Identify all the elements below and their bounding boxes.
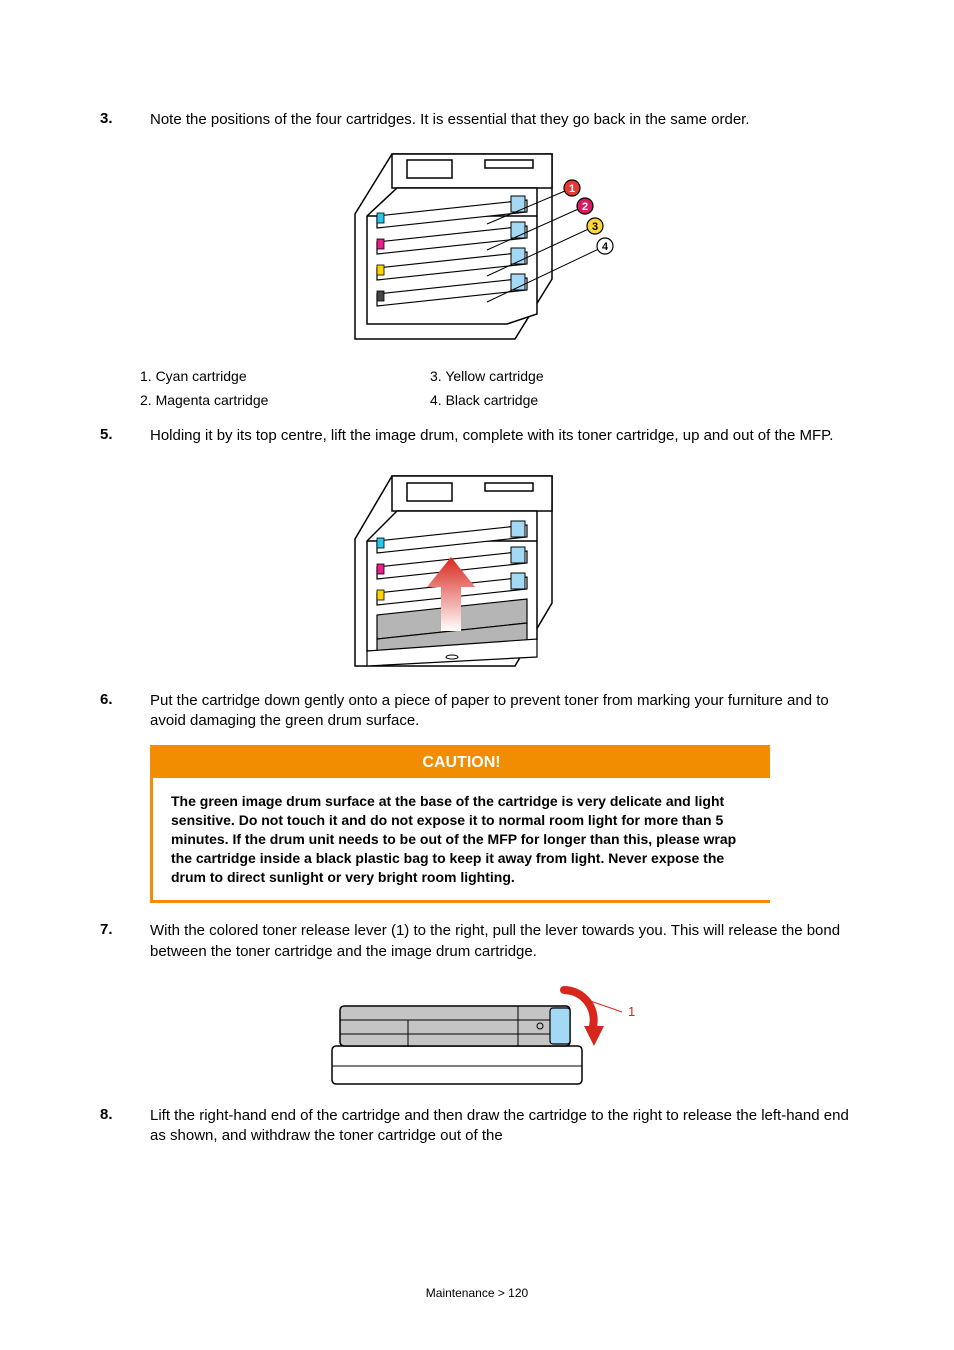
- step-text: Lift the right-hand end of the cartridge…: [150, 1106, 854, 1147]
- svg-text:2: 2: [582, 201, 588, 213]
- cartridge-legend: 1. Cyan cartridge 2. Magenta cartridge 3…: [140, 364, 854, 412]
- svg-text:1: 1: [569, 183, 575, 195]
- caution-body: The green image drum surface at the base…: [153, 778, 770, 900]
- printer-lift-drum-icon: [337, 461, 617, 681]
- step-number: 6.: [100, 691, 150, 732]
- step-7: 7. With the colored toner release lever …: [100, 921, 854, 962]
- legend-cyan: 1. Cyan cartridge: [140, 364, 430, 388]
- legend-black: 4. Black cartridge: [430, 388, 720, 412]
- step-text: Note the positions of the four cartridge…: [150, 110, 854, 130]
- step-number: 7.: [100, 921, 150, 962]
- svg-text:1: 1: [628, 1004, 635, 1019]
- step-3: 3. Note the positions of the four cartri…: [100, 110, 854, 130]
- cartridge-release-lever-icon: 1: [312, 976, 642, 1096]
- svg-text:4: 4: [602, 241, 609, 253]
- caution-title: CAUTION!: [153, 748, 770, 778]
- step-8: 8. Lift the right-hand end of the cartri…: [100, 1106, 854, 1147]
- legend-magenta: 2. Magenta cartridge: [140, 388, 430, 412]
- step-text: With the colored toner release lever (1)…: [150, 921, 854, 962]
- step-text: Holding it by its top centre, lift the i…: [150, 426, 854, 446]
- step-number: 3.: [100, 110, 150, 130]
- step-6: 6. Put the cartridge down gently onto a …: [100, 691, 854, 732]
- legend-yellow: 3. Yellow cartridge: [430, 364, 720, 388]
- figure-cartridge-positions: 1234: [100, 144, 854, 354]
- manual-page: 3. Note the positions of the four cartri…: [0, 0, 954, 1350]
- figure-lift-drum: [100, 461, 854, 681]
- step-5: 5. Holding it by its top centre, lift th…: [100, 426, 854, 446]
- step-number: 5.: [100, 426, 150, 446]
- page-footer: Maintenance > 120: [0, 1286, 954, 1300]
- caution-box: CAUTION! The green image drum surface at…: [150, 745, 770, 903]
- step-number: 8.: [100, 1106, 150, 1147]
- step-text: Put the cartridge down gently onto a pie…: [150, 691, 854, 732]
- printer-top-view-icon: 1234: [337, 144, 617, 354]
- figure-release-lever: 1: [100, 976, 854, 1096]
- svg-text:3: 3: [592, 221, 598, 233]
